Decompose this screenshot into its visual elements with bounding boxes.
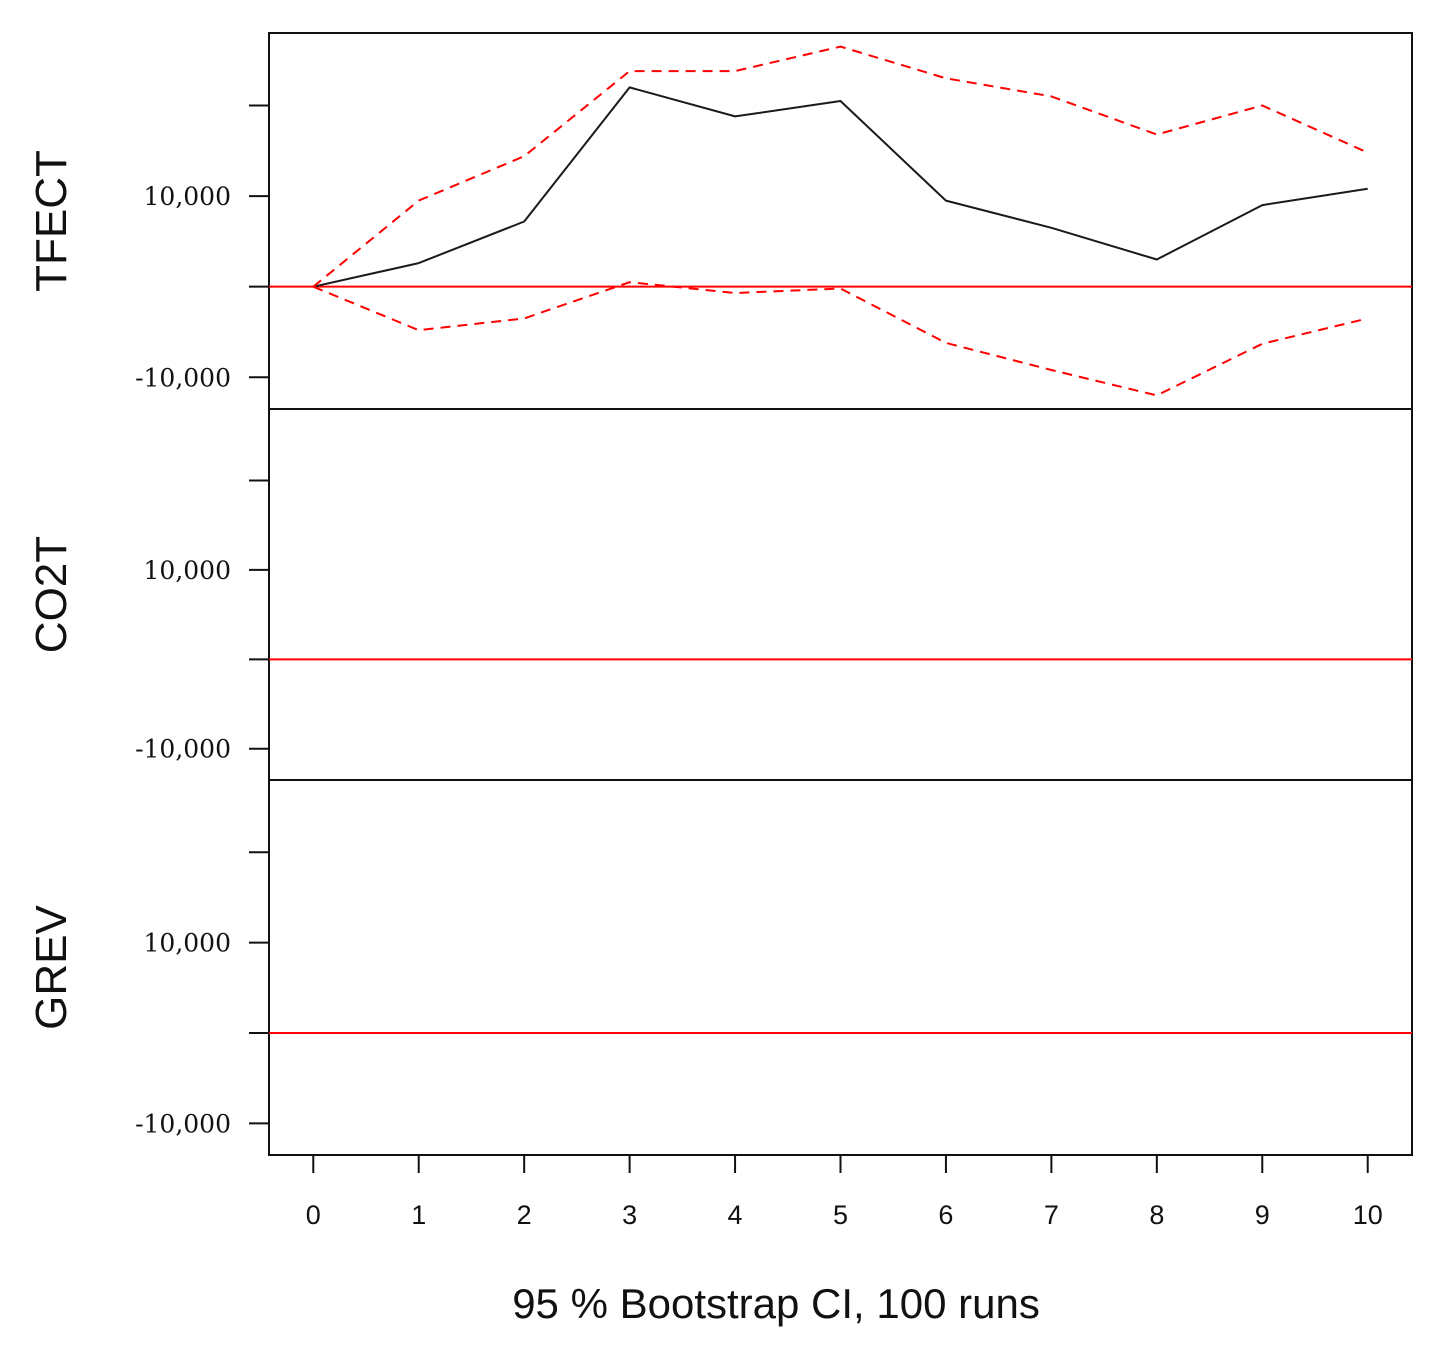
x-tick-label: 1 <box>411 1200 426 1230</box>
panel-co2t: -10,000 10,000 CO2T <box>27 408 1413 781</box>
panel-grev: -10,000 10,000 GREV <box>27 779 1413 1156</box>
y-tick-label: 10,000 <box>144 182 231 211</box>
panel-frame <box>268 779 1413 1156</box>
panels-layer: -10,00010,000TFECT-10,00010,000CO2T-10,0… <box>27 32 1413 1156</box>
panel-label-grev: GREV <box>27 905 76 1030</box>
x-tick-label: 3 <box>622 1200 637 1230</box>
panel-label-tfect: TFECT <box>27 150 76 292</box>
x-tick-label: 7 <box>1044 1200 1059 1230</box>
x-tick-label: 8 <box>1149 1200 1164 1230</box>
x-tick-label: 6 <box>938 1200 953 1230</box>
y-tick-label: 10,000 <box>144 929 231 958</box>
panel-frame <box>268 408 1413 781</box>
panel-label-co2t: CO2T <box>27 536 76 653</box>
panel-tfect: -10,000 10,000 TFECT <box>27 32 1413 410</box>
y-tick-label: -10,000 <box>135 1109 231 1138</box>
x-tick-label: 10 <box>1353 1200 1383 1230</box>
x-tick-label: 2 <box>517 1200 532 1230</box>
y-tick-label: 10,000 <box>144 556 231 585</box>
panel-frame <box>268 32 1413 410</box>
x-tick-label: 5 <box>833 1200 848 1230</box>
y-tick-label: -10,000 <box>135 735 231 764</box>
series-upper-95-bound <box>312 45 1369 288</box>
y-tick-label: -10,000 <box>135 363 231 392</box>
x-axis-label: 95 % Bootstrap CI, 100 runs <box>512 1280 1040 1327</box>
x-tick-label: 9 <box>1255 1200 1270 1230</box>
series-impulse-response <box>313 86 1368 288</box>
x-tick-label: 4 <box>728 1200 743 1230</box>
x-tick-label: 0 <box>306 1200 321 1230</box>
x-axis: 0 1 2 3 4 5 6 7 8 9 10 <box>306 1155 1383 1230</box>
series-lower-95-bound <box>312 281 1368 397</box>
